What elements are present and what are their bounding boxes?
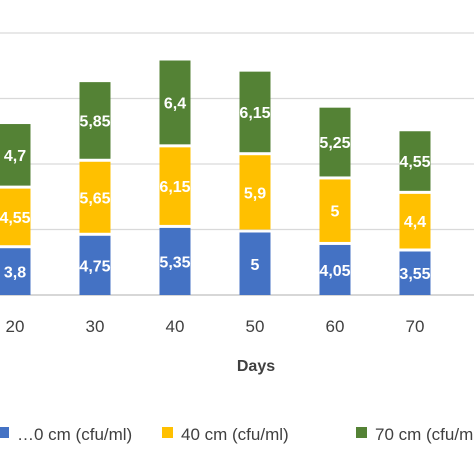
data-label: 5,9 (244, 185, 266, 202)
data-label: 6,15 (239, 105, 270, 122)
bar-segment (319, 244, 351, 295)
data-label: 5 (331, 204, 340, 221)
bar-segment (159, 227, 191, 295)
bars: 3,8 4,55 4,7 4,75 5,65 5,85 5,35 6,15 6,4 5 5,9 6,1… (0, 60, 431, 295)
data-label: 3,8 (4, 265, 26, 282)
gridlines (0, 32, 474, 296)
legend-label: …0 cm (cfu/ml) (17, 425, 132, 444)
bar-segment (239, 71, 271, 153)
bar-segment (319, 179, 351, 242)
bar-segment (239, 232, 271, 295)
bar-segment (79, 235, 111, 295)
data-label: 6,4 (164, 95, 186, 112)
x-tick-label: 70 (406, 317, 425, 336)
data-label: 5,25 (319, 135, 350, 152)
bar-segment (159, 60, 191, 145)
x-tick-labels: 20 30 40 50 60 70 (6, 317, 425, 336)
data-label: 4,55 (0, 210, 31, 227)
data-label: 3,55 (399, 266, 430, 283)
bar-segment (0, 124, 31, 186)
legend-label: 40 cm (cfu/ml) (181, 425, 289, 444)
bar-segment (79, 82, 111, 159)
data-label: 5,35 (159, 254, 190, 271)
legend-swatch (0, 427, 9, 438)
data-label: 5,85 (79, 113, 110, 130)
bar-segment (0, 248, 31, 295)
data-label: 4,4 (404, 214, 426, 231)
x-axis-label: Days (237, 358, 275, 375)
bar-segment (239, 155, 271, 230)
bar-segment (399, 131, 431, 191)
bar-segment (159, 147, 191, 225)
legend-label: 70 cm (cfu/ml) (375, 425, 474, 444)
bar-segment (319, 107, 351, 177)
data-label: 6,15 (159, 179, 190, 196)
x-tick-label: 40 (166, 317, 185, 336)
legend-swatch (162, 427, 173, 438)
x-tick-label: 20 (6, 317, 25, 336)
x-tick-label: 30 (86, 317, 105, 336)
data-label: 5 (251, 257, 260, 274)
legend: …0 cm (cfu/ml) 40 cm (cfu/ml) 70 cm (cfu/m… (0, 425, 474, 444)
legend-swatch (356, 427, 367, 438)
bar-segment (399, 251, 431, 295)
data-label: 4,7 (4, 148, 26, 165)
x-tick-label: 50 (246, 317, 265, 336)
data-label: 5,65 (79, 190, 110, 207)
data-label: 4,05 (319, 263, 350, 280)
data-label: 4,55 (399, 154, 430, 171)
x-tick-label: 60 (326, 317, 345, 336)
bar-segment (399, 193, 431, 249)
bar-segment (0, 188, 31, 246)
bar-segment (79, 161, 111, 233)
data-label: 4,75 (79, 258, 110, 275)
